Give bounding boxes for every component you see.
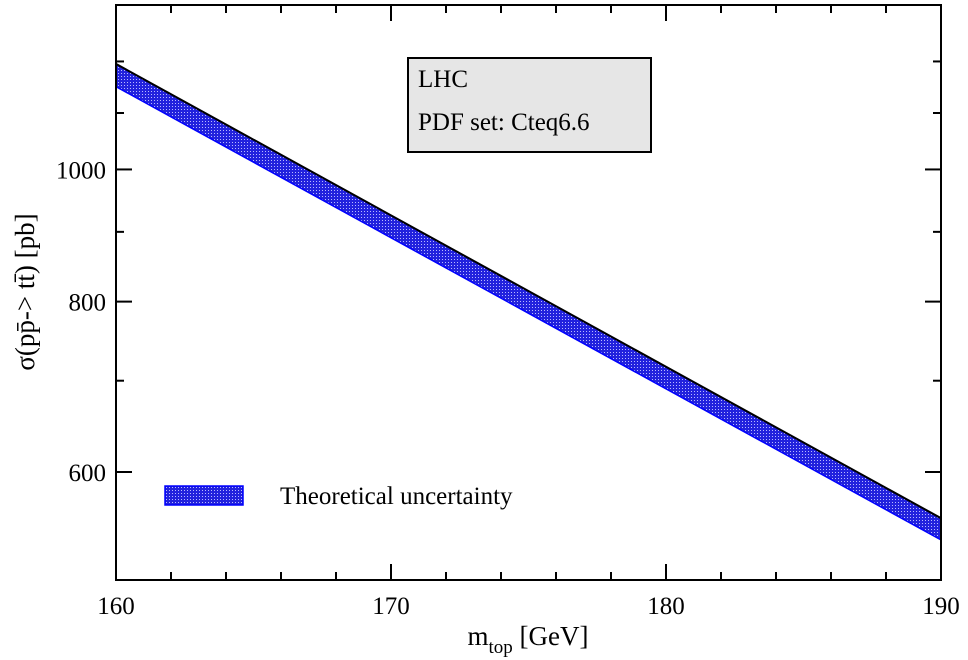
legend: Theoretical uncertainty (164, 483, 513, 510)
x-tick-labels: 160 170 180 190 (97, 593, 960, 620)
x-tick-label: 170 (372, 593, 410, 620)
y-tick-label: 600 (69, 460, 107, 487)
info-line-1: LHC (418, 66, 468, 93)
axis-ticks (115, 5, 942, 580)
plot-frame (115, 4, 942, 581)
x-axis-label: mtop [GeV] (467, 621, 588, 658)
y-tick-label: 1000 (56, 157, 106, 184)
band-upper-edge (116, 63, 941, 520)
x-tick-label: 180 (647, 593, 685, 620)
x-tick-label: 190 (922, 593, 960, 620)
legend-swatch (164, 485, 244, 506)
info-box: LHC PDF set: Cteq6.6 (407, 57, 652, 153)
x-tick-label: 160 (97, 593, 135, 620)
info-line-2: PDF set: Cteq6.6 (418, 109, 590, 136)
y-tick-label: 800 (69, 290, 107, 317)
y-tick-labels: 600 800 1000 (56, 157, 106, 487)
y-axis-label: σ(pp̄-> tt̄) [pb] (10, 213, 40, 370)
legend-label: Theoretical uncertainty (280, 483, 513, 510)
